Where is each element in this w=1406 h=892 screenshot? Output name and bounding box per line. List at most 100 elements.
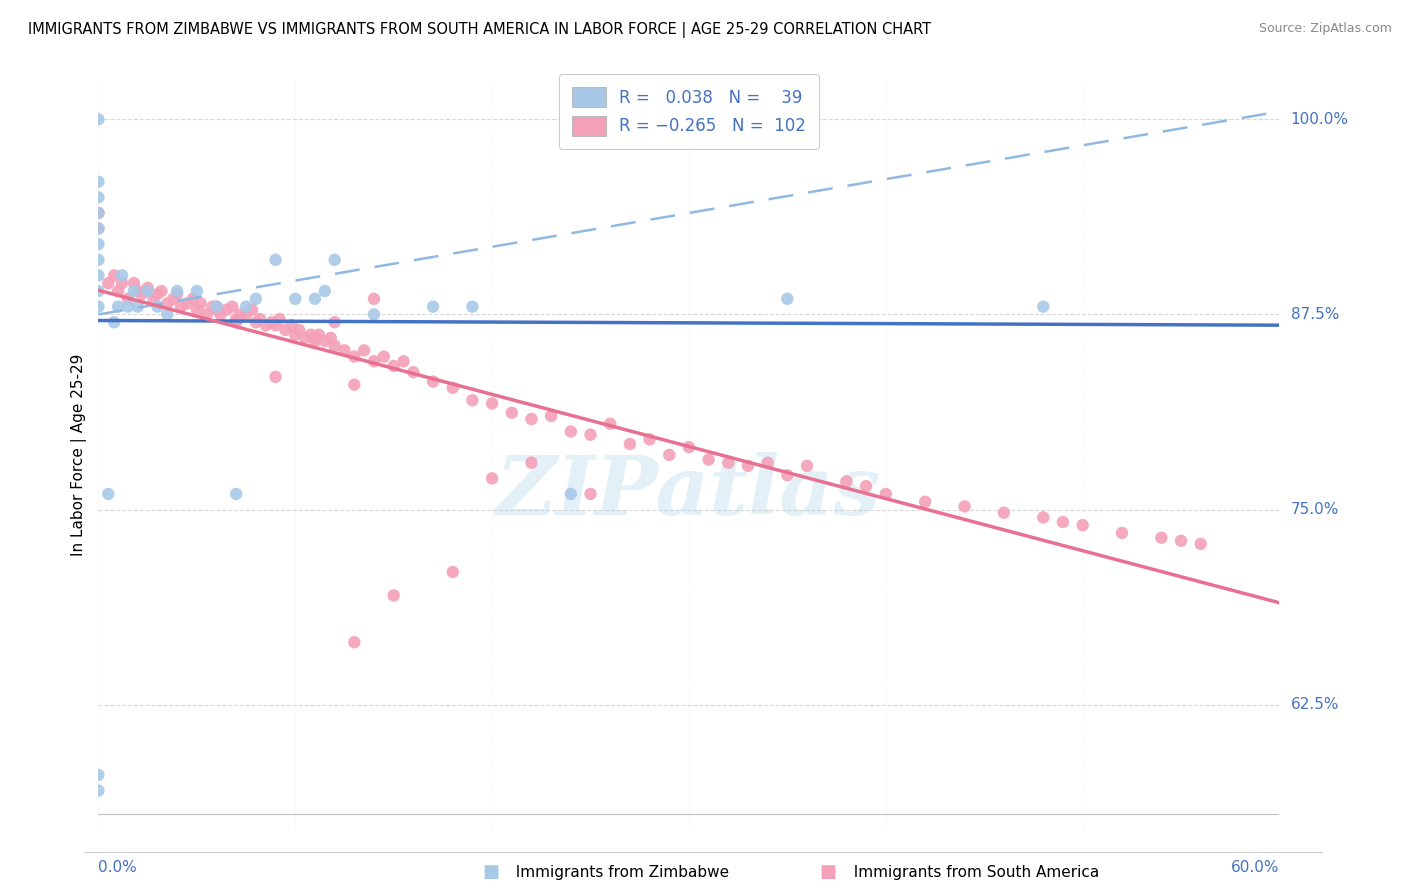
Point <box>260 315 283 329</box>
Point <box>111 276 134 290</box>
Point <box>264 252 287 267</box>
Point <box>117 292 139 306</box>
Point <box>1032 300 1054 314</box>
Point <box>441 381 464 395</box>
Point <box>249 312 271 326</box>
Text: 62.5%: 62.5% <box>1291 698 1339 712</box>
Point <box>520 456 543 470</box>
Point <box>87 268 110 283</box>
Point <box>142 292 165 306</box>
Point <box>146 287 169 301</box>
Point <box>343 635 366 649</box>
Point <box>323 252 346 267</box>
Point <box>176 296 198 310</box>
Point <box>190 296 212 310</box>
Point <box>170 300 193 314</box>
Point <box>560 425 582 439</box>
Point <box>131 287 153 301</box>
Point <box>122 276 145 290</box>
Point <box>461 393 484 408</box>
Point <box>215 302 238 317</box>
Point <box>201 300 224 314</box>
Point <box>186 302 208 317</box>
Point <box>1170 533 1192 548</box>
Point <box>422 375 444 389</box>
Point <box>87 190 110 204</box>
Point <box>579 427 602 442</box>
Point <box>97 276 120 290</box>
Point <box>156 307 179 321</box>
Text: IMMIGRANTS FROM ZIMBABWE VS IMMIGRANTS FROM SOUTH AMERICA IN LABOR FORCE | AGE 2: IMMIGRANTS FROM ZIMBABWE VS IMMIGRANTS F… <box>28 22 931 38</box>
Text: Immigrants from Zimbabwe: Immigrants from Zimbabwe <box>506 865 730 880</box>
Point <box>162 292 184 306</box>
Point <box>221 300 243 314</box>
Point <box>540 409 562 423</box>
Text: 0.0%: 0.0% <box>98 860 138 875</box>
Y-axis label: In Labor Force | Age 25-29: In Labor Force | Age 25-29 <box>72 354 87 556</box>
Point <box>619 437 641 451</box>
Point <box>288 323 311 337</box>
Point <box>875 487 897 501</box>
Point <box>103 315 125 329</box>
Point <box>87 300 110 314</box>
Point <box>274 323 297 337</box>
Point <box>481 396 503 410</box>
Point <box>343 350 366 364</box>
Point <box>284 327 307 342</box>
Point <box>835 475 858 489</box>
Point <box>269 312 291 326</box>
Point <box>166 287 188 301</box>
Point <box>87 768 110 782</box>
Point <box>280 318 302 333</box>
Point <box>382 589 405 603</box>
Point <box>363 292 385 306</box>
Point <box>136 281 159 295</box>
Point <box>181 292 204 306</box>
Point <box>560 487 582 501</box>
Point <box>235 307 257 321</box>
Point <box>1052 515 1074 529</box>
Point <box>333 343 356 358</box>
Point <box>97 487 120 501</box>
Point <box>107 300 129 314</box>
Point <box>599 417 621 431</box>
Point <box>314 284 336 298</box>
Point <box>441 565 464 579</box>
Point <box>87 237 110 252</box>
Point <box>225 315 247 329</box>
Point <box>264 369 287 384</box>
Point <box>363 354 385 368</box>
Point <box>225 312 247 326</box>
Point <box>156 296 179 310</box>
Point <box>87 783 110 797</box>
Point <box>107 284 129 298</box>
Text: 75.0%: 75.0% <box>1291 502 1339 517</box>
Point <box>254 318 277 333</box>
Point <box>87 175 110 189</box>
Point <box>225 487 247 501</box>
Point <box>308 327 330 342</box>
Point <box>87 221 110 235</box>
Point <box>737 458 759 473</box>
Point <box>855 479 877 493</box>
Point <box>304 334 326 348</box>
Point <box>323 315 346 329</box>
Point <box>103 268 125 283</box>
Point <box>461 300 484 314</box>
Point <box>776 292 799 306</box>
Point <box>195 307 218 321</box>
Point <box>520 412 543 426</box>
Point <box>914 494 936 508</box>
Point <box>150 284 173 298</box>
Point <box>697 452 720 467</box>
Point <box>299 327 322 342</box>
Point <box>87 206 110 220</box>
Point <box>756 456 779 470</box>
Point <box>240 302 263 317</box>
Point <box>392 354 415 368</box>
Point <box>481 471 503 485</box>
Text: 87.5%: 87.5% <box>1291 307 1339 322</box>
Point <box>127 300 149 314</box>
Point <box>117 300 139 314</box>
Text: ZIPatlas: ZIPatlas <box>496 452 882 533</box>
